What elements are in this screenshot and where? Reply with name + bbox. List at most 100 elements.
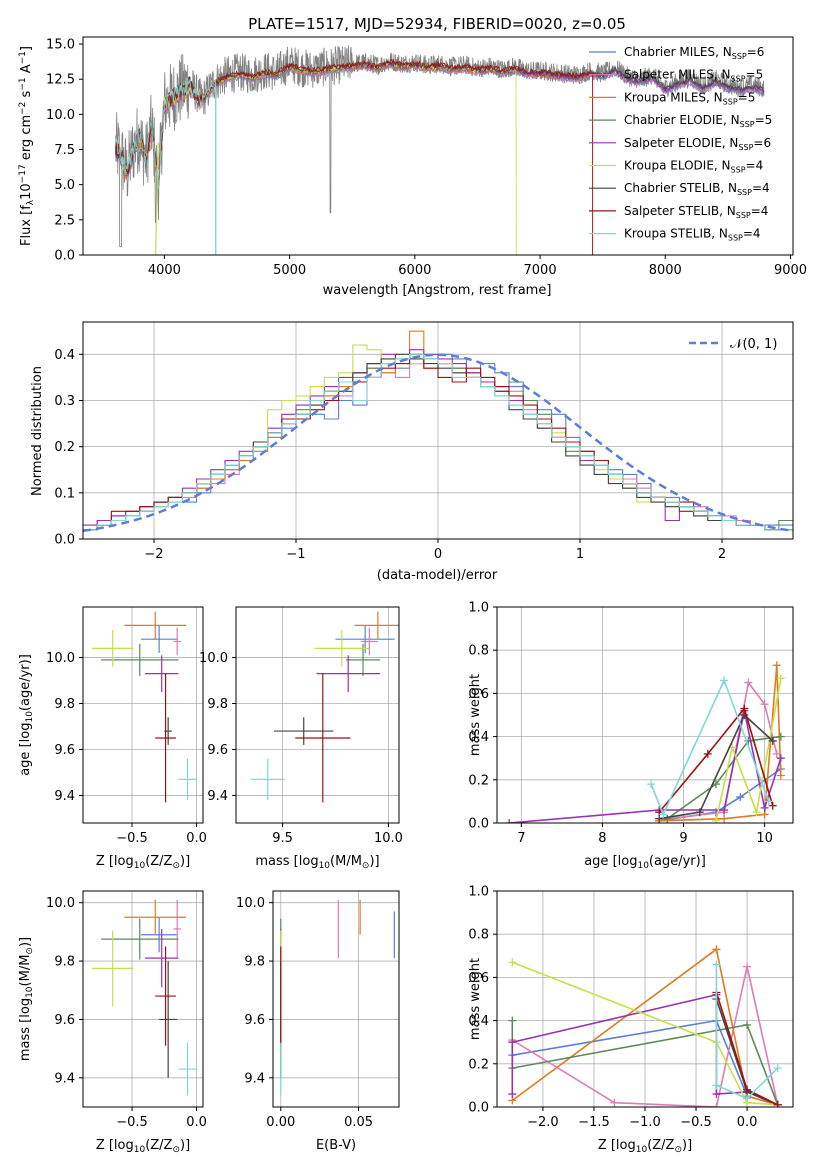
y-tick-label: 9.4 — [244, 1071, 265, 1086]
age_vs_mass-panel: 9.5 10.0 9.4 9.6 9.8 10.0 mass [log10(M/M⊙)] — [199, 606, 403, 871]
weight-marker — [508, 1090, 517, 1099]
x-tick-label: 6000 — [398, 263, 431, 278]
y-tick-label: 0.4 — [54, 348, 75, 363]
y-tick-label: 0.2 — [468, 1057, 489, 1072]
weight-line — [511, 947, 778, 1106]
x-axis-label: Z [log10(Z/Z⊙)] — [598, 1138, 692, 1155]
x-tick-label: 9.5 — [272, 831, 293, 846]
x-tick-label: −2 — [144, 547, 163, 562]
weight-line — [659, 713, 774, 820]
y-tick-label: 0.6 — [468, 971, 489, 986]
age_vs_Z-marks — [92, 611, 197, 803]
weight-line — [650, 678, 770, 817]
legend-label: Chabrier ELODIE, NSSP=5 — [624, 113, 772, 129]
y-tick-label: 9.8 — [54, 697, 75, 712]
spectrum-x-ticks: 4000 5000 6000 7000 8000 9000 — [148, 255, 807, 278]
weight-marker — [768, 801, 777, 810]
y-tick-label: 15.0 — [46, 38, 75, 53]
x-tick-label: 0.0 — [737, 1115, 758, 1130]
y-tick-label: 2.5 — [54, 213, 75, 228]
parameter-panels: −0.5 0.0 9.4 9.6 9.8 10.0 Z [log10(Z/Z⊙)] age [… — [18, 601, 794, 1155]
x-tick-label: 1 — [576, 547, 584, 562]
weight-marker — [712, 1103, 721, 1107]
y-tick-label: 10.0 — [46, 651, 75, 666]
y-axis-label: mass weight — [468, 674, 483, 756]
x-tick-label: 10.0 — [374, 831, 403, 846]
y-tick-label: 9.8 — [54, 955, 75, 970]
weight-line — [511, 966, 779, 1107]
mass_vs_EBV-panel: 0.00 0.05 9.4 9.6 9.8 10.0 E(B-V) — [236, 890, 400, 1153]
spectrum-y-label: Flux [fλ10−17 erg cm−2 s−1 A−1] — [18, 46, 36, 246]
x-tick-label: −0.5 — [116, 1115, 148, 1130]
mass_vs_Z-panel: −0.5 0.0 9.4 9.6 9.8 10.0 Z [log10(Z/Z⊙)] mass … — [18, 890, 207, 1155]
y-tick-label: 10.0 — [46, 108, 75, 123]
y-tick-label: 0.3 — [54, 394, 75, 409]
weight-marker — [703, 749, 712, 758]
residual-y-label: Normed distribution — [30, 366, 45, 496]
y-tick-label: 0.0 — [468, 817, 489, 832]
y-tick-label: 9.4 — [54, 789, 75, 804]
weight-marker — [740, 704, 749, 713]
x-tick-label: 4000 — [148, 263, 181, 278]
weight-marker — [712, 945, 721, 954]
model-spectrum-line — [115, 77, 217, 255]
spectrum-y-ticks: 0.0 2.5 5.0 7.5 10.0 12.5 15.0 — [46, 38, 83, 264]
weight-marker — [712, 1090, 721, 1099]
weight-marker — [663, 814, 672, 823]
legend-label: Salpeter MILES, NSSP=5 — [624, 68, 763, 84]
model-spectrum-dip — [155, 142, 159, 255]
x-axis-label: age [log10(age/yr)] — [584, 854, 706, 871]
x-tick-label: −1.0 — [629, 1115, 661, 1130]
weight_vs_Z-marks — [508, 945, 782, 1107]
age_vs_mass-marks — [250, 611, 399, 803]
axes-frame — [235, 606, 400, 824]
legend-label: Salpeter STELIB, NSSP=4 — [624, 204, 768, 220]
weight-marker — [744, 678, 753, 687]
mass_vs_EBV-marks — [280, 899, 395, 1096]
weight_vs_age-marks — [505, 661, 785, 823]
axes-frame — [82, 890, 204, 1108]
spectrum-x-label: wavelength [Angstrom, rest frame] — [323, 283, 552, 298]
weight-marker — [743, 1085, 752, 1094]
x-tick-label: −2.0 — [527, 1115, 559, 1130]
y-tick-label: 0.1 — [54, 486, 75, 501]
residual-histograms — [83, 330, 793, 533]
histogram-step-line — [83, 353, 793, 531]
legend-label: Kroupa STELIB, NSSP=4 — [624, 227, 761, 243]
gaussian-legend-label: 𝒩(0, 1) — [730, 337, 777, 352]
x-tick-label: 9 — [679, 831, 687, 846]
y-tick-label: 0.0 — [54, 533, 75, 548]
weight-marker — [712, 1081, 721, 1090]
residual-ticks: −2 −1 0 1 2 0.0 0.1 0.2 0.3 0.4 — [54, 348, 726, 562]
weight-marker — [772, 661, 781, 670]
y-tick-label: 0.4 — [468, 730, 489, 745]
y-tick-label: 0.6 — [468, 687, 489, 702]
weight-marker — [776, 754, 785, 763]
residual-x-label: (data-model)/error — [377, 568, 498, 583]
y-tick-label: 7.5 — [54, 143, 75, 158]
y-tick-label: 9.6 — [207, 743, 228, 758]
x-tick-label: 7 — [517, 831, 525, 846]
y-axis-label: age [log10(age/yr)] — [18, 654, 35, 776]
y-tick-label: 0.4 — [468, 1014, 489, 1029]
x-tick-label: 0.0 — [186, 1115, 207, 1130]
weight-marker — [764, 797, 773, 806]
y-tick-label: 1.0 — [468, 601, 489, 616]
axes-frame — [496, 606, 794, 824]
weight-marker — [720, 676, 729, 685]
x-tick-label: 8 — [598, 831, 606, 846]
y-tick-label: 0.0 — [468, 1101, 489, 1116]
x-axis-label: Z [log10(Z/Z⊙)] — [96, 1138, 190, 1155]
x-tick-label: 0.00 — [266, 1115, 295, 1130]
y-tick-label: 9.8 — [244, 955, 265, 970]
weight-line — [715, 964, 779, 1100]
weight-marker — [712, 960, 721, 969]
x-tick-label: 0.0 — [186, 831, 207, 846]
weight-line — [658, 706, 774, 813]
weight-line — [715, 678, 782, 821]
x-tick-label: −0.5 — [680, 1115, 712, 1130]
y-tick-label: 10.0 — [46, 896, 75, 911]
weight-marker — [760, 700, 769, 709]
x-tick-label: 10 — [756, 831, 773, 846]
weight-marker — [508, 1016, 517, 1025]
